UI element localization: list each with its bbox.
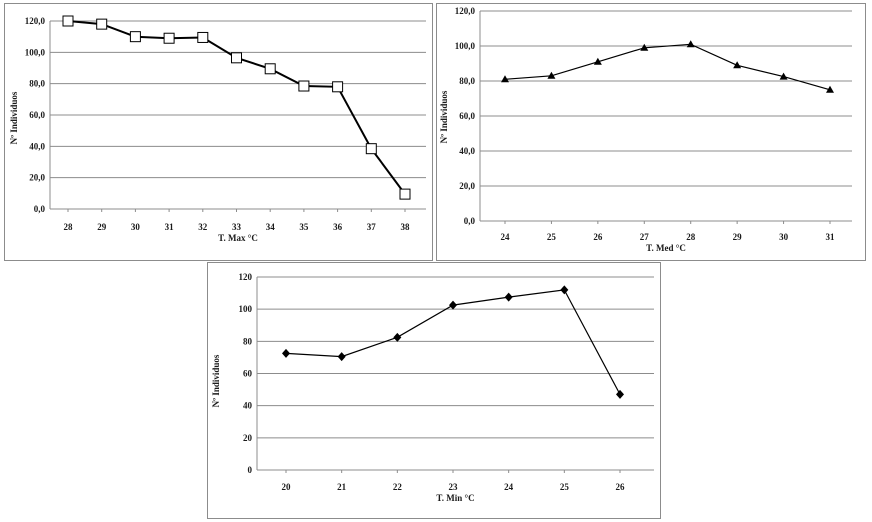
y-tick-label: 0,0	[34, 204, 46, 214]
x-tick-label: 23	[449, 482, 459, 492]
y-tick-label: 40,0	[29, 141, 45, 151]
data-point-square	[197, 31, 209, 43]
y-axis-title: Nº Individuos	[211, 354, 221, 407]
x-tick-label: 33	[232, 222, 242, 232]
x-tick-label: 36	[333, 222, 343, 232]
y-axis-title: Nº Individuos	[9, 91, 19, 144]
x-tick-label: 26	[593, 232, 603, 242]
y-tick-label: 100,0	[455, 41, 476, 51]
data-point-square	[399, 188, 411, 200]
data-point-diamond	[282, 348, 290, 358]
data-point-square	[163, 32, 175, 44]
data-point-square	[129, 31, 141, 43]
x-tick-label: 25	[560, 482, 570, 492]
y-tick-label: 100,0	[25, 47, 46, 57]
x-tick-label: 38	[401, 222, 411, 232]
y-tick-label: 80,0	[459, 76, 475, 86]
y-tick-label: 20,0	[459, 181, 475, 191]
data-point-triangle	[826, 85, 834, 93]
series-line	[504, 43, 831, 91]
data-point-square	[264, 63, 276, 75]
y-tick-label: 100	[239, 304, 253, 314]
y-tick-label: 0	[248, 465, 253, 475]
data-point-diamond	[504, 292, 513, 302]
x-tick-label: 31	[826, 232, 836, 242]
data-point-diamond	[337, 352, 346, 362]
y-tick-label: 20	[243, 433, 253, 443]
data-point-square	[231, 52, 242, 64]
x-axis-title: T. Max °C	[218, 233, 258, 243]
data-point-triangle	[779, 72, 788, 80]
y-tick-label: 0,0	[464, 216, 476, 226]
line-chart-tmin: 0 20 40 60 80 100 120 20 21 22 23 24 25 26 T. Min °C Nº…	[211, 272, 654, 503]
y-tick-label: 60,0	[29, 110, 45, 120]
y-tick-label: 120,0	[455, 6, 476, 16]
x-tick-label: 34	[266, 222, 276, 232]
x-tick-label: 27	[640, 232, 650, 242]
series-line	[67, 20, 406, 195]
data-point-square	[298, 80, 310, 92]
y-tick-label: 80,0	[29, 79, 45, 89]
x-tick-label: 37	[367, 222, 377, 232]
y-tick-label: 120	[239, 272, 253, 282]
data-point-triangle	[733, 61, 742, 69]
data-point-square	[332, 81, 344, 93]
x-tick-label: 24	[504, 482, 513, 492]
x-tick-label: 22	[393, 482, 403, 492]
y-tick-label: 80	[243, 336, 253, 346]
y-tick-label: 40	[243, 401, 253, 411]
y-tick-label: 20,0	[29, 173, 45, 183]
x-tick-label: 24	[501, 232, 511, 242]
data-point-triangle	[593, 57, 602, 65]
data-point-triangle	[547, 71, 556, 79]
y-axis-title: Nº Individuos	[439, 90, 449, 143]
y-tick-label: 60,0	[459, 111, 475, 121]
data-point-triangle	[640, 43, 649, 51]
data-point-diamond	[616, 389, 624, 399]
line-chart-tmax: 0,0 20,0 40,0 60,0 80,0 100,0 120,0 28 29 30 31 32 3…	[9, 15, 426, 243]
x-tick-label: 21	[337, 482, 347, 492]
x-tick-label: 30	[131, 222, 141, 232]
x-axis-title: T. Min °C	[436, 493, 474, 503]
data-point-triangle	[501, 75, 509, 83]
data-point-diamond	[560, 285, 569, 295]
x-tick-label: 28	[686, 232, 696, 242]
x-tick-label: 30	[779, 232, 789, 242]
data-point-diamond	[449, 300, 457, 310]
data-point-diamond	[393, 332, 402, 342]
x-tick-label: 32	[198, 222, 208, 232]
y-tick-label: 40,0	[459, 146, 475, 156]
chart-panel-tmed: 0,0 20,0 40,0 60,0 80,0 100,0 120,0 24 25 26 27 28 2…	[436, 3, 866, 261]
x-tick-label: 20	[282, 482, 292, 492]
x-tick-label: 35	[299, 222, 309, 232]
x-axis-title: T. Med °C	[646, 243, 686, 253]
data-point-square	[365, 143, 377, 155]
data-point-square	[96, 18, 108, 30]
x-tick-label: 26	[616, 482, 626, 492]
y-tick-label: 60	[243, 369, 253, 379]
x-tick-label: 31	[165, 222, 175, 232]
line-chart-tmed: 0,0 20,0 40,0 60,0 80,0 100,0 120,0 24 25 26 27 28 2…	[439, 6, 852, 253]
x-tick-label: 25	[547, 232, 557, 242]
chart-panel-tmin: 0 20 40 60 80 100 120 20 21 22 23 24 25 26 T. Min °C Nº…	[207, 262, 661, 519]
data-point-square	[62, 15, 74, 27]
x-tick-label: 28	[64, 222, 74, 232]
chart-panel-tmax: 0,0 20,0 40,0 60,0 80,0 100,0 120,0 28 29 30 31 32 3…	[4, 3, 433, 261]
data-point-triangle	[686, 40, 695, 48]
x-tick-label: 29	[733, 232, 743, 242]
x-tick-label: 29	[97, 222, 107, 232]
y-tick-label: 120,0	[25, 16, 46, 26]
